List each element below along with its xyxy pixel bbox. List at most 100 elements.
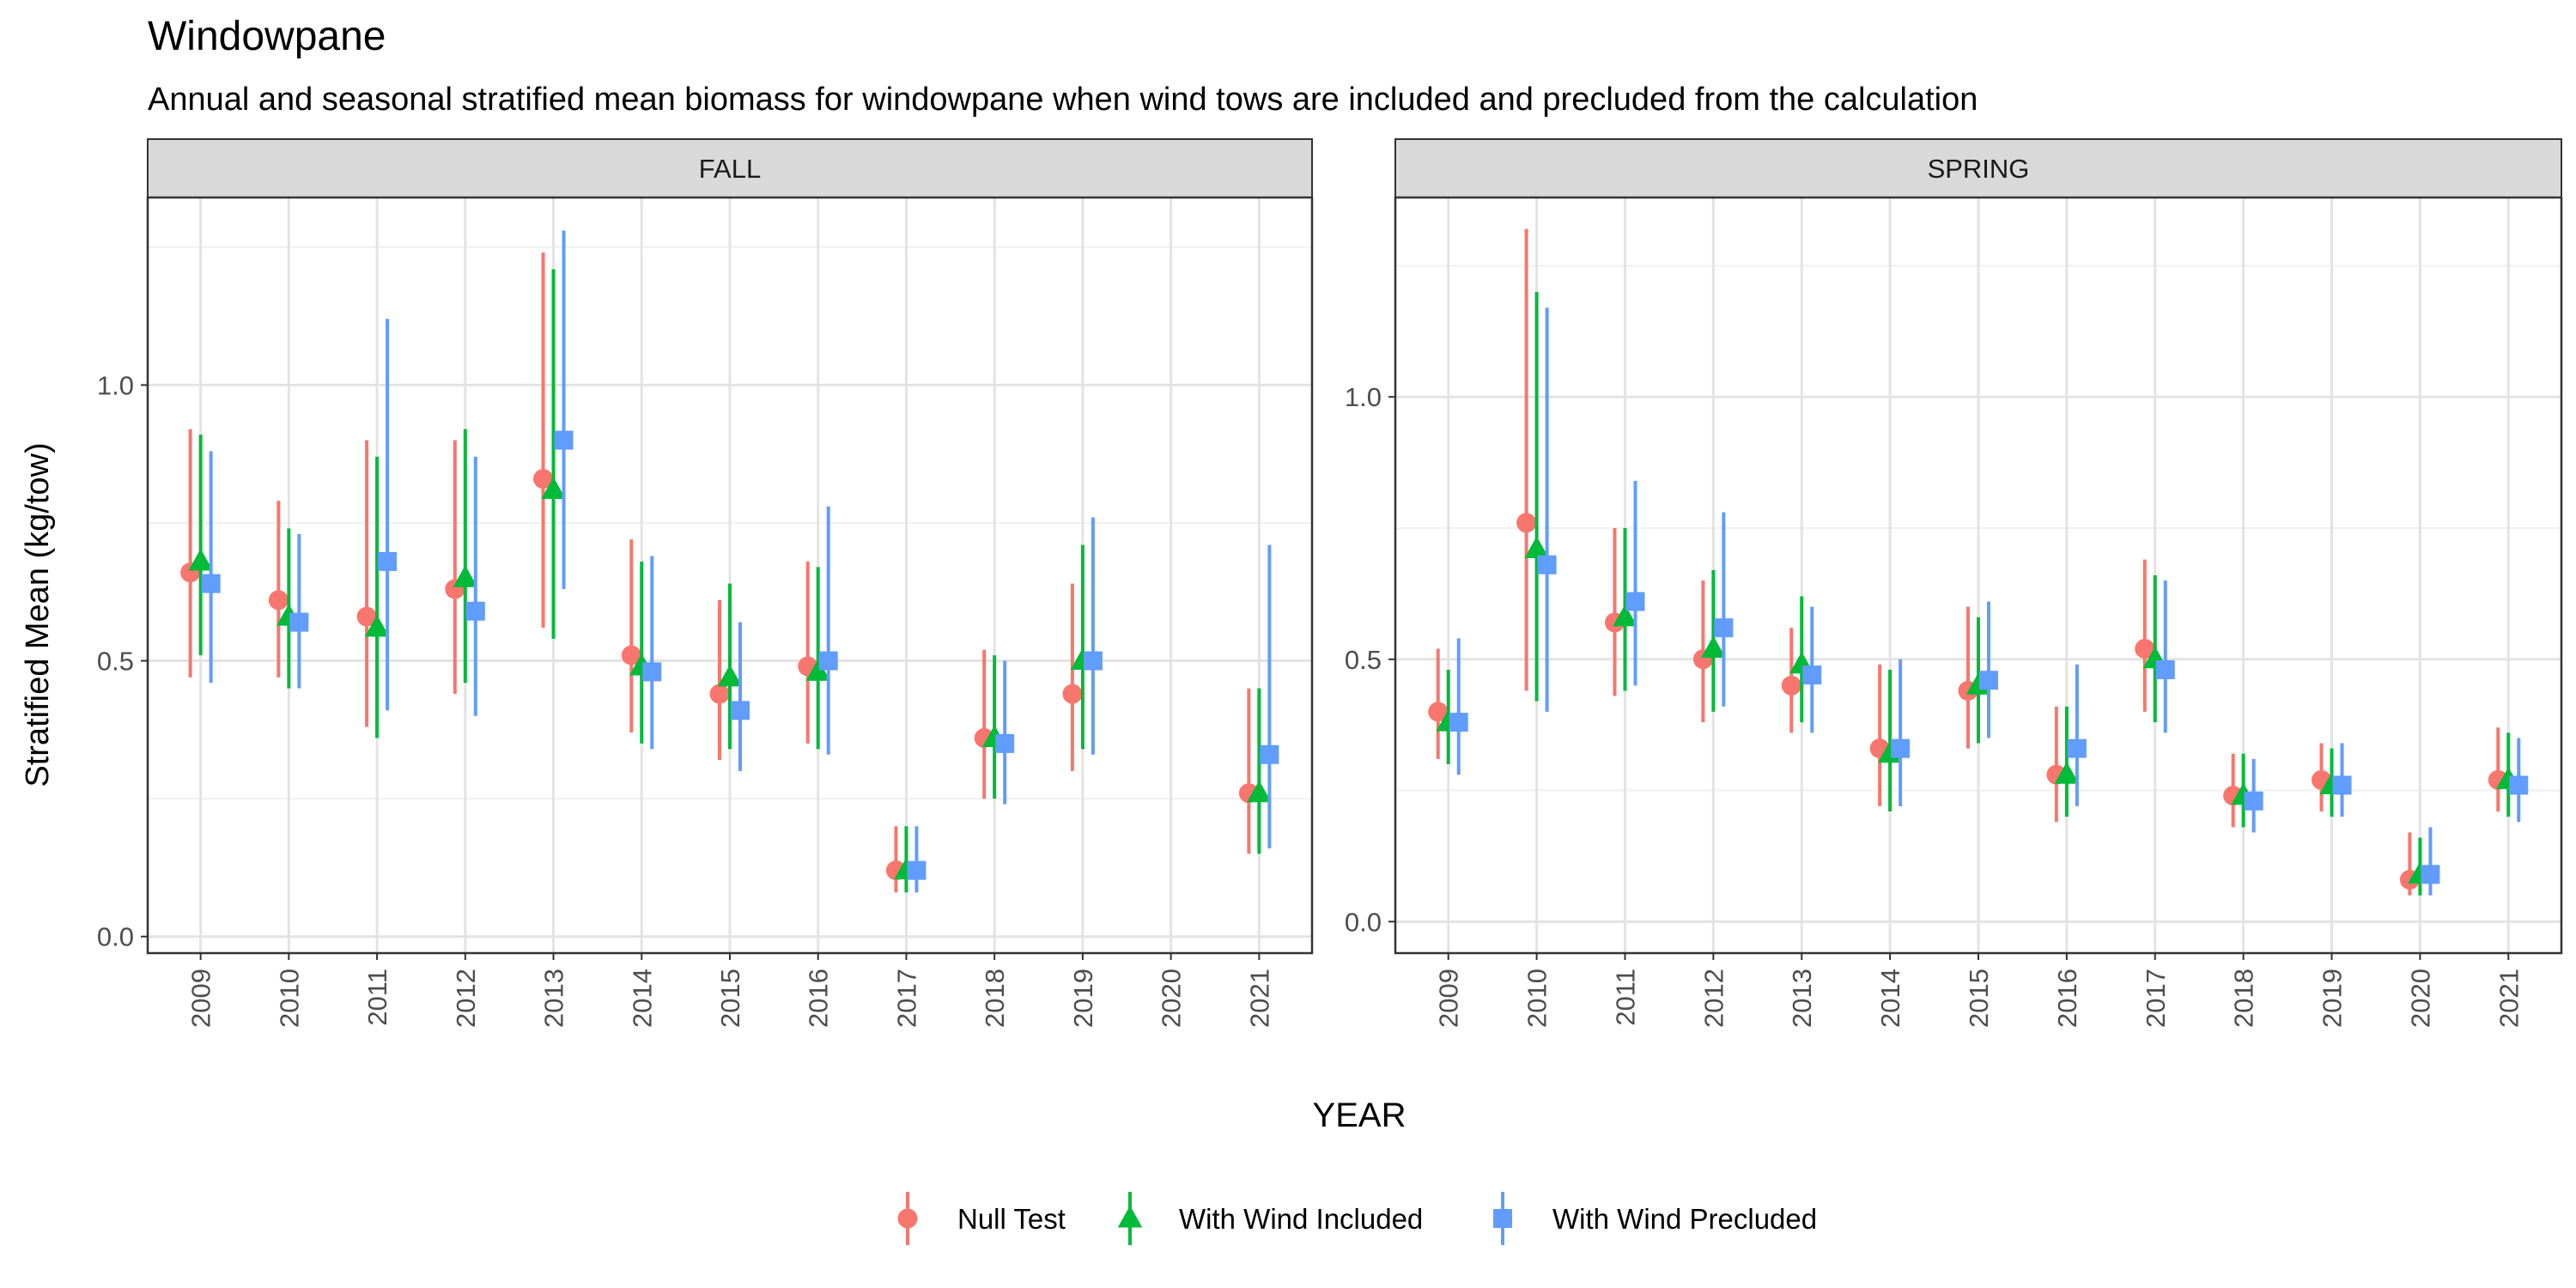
data-point xyxy=(1449,713,1468,732)
data-point xyxy=(642,662,662,682)
y-tick-label: 0.0 xyxy=(1345,907,1382,937)
data-point xyxy=(1891,738,1911,758)
data-point xyxy=(717,664,743,687)
legend-key-marker xyxy=(1117,1206,1143,1228)
data-point xyxy=(1516,513,1537,533)
x-tick-label: 2012 xyxy=(1698,969,1728,1028)
facet-strip xyxy=(1394,138,2562,198)
x-tick-label: 2019 xyxy=(1068,969,1098,1028)
data-point xyxy=(1714,618,1734,638)
x-tick-label: 2018 xyxy=(980,969,1010,1028)
data-point xyxy=(201,574,221,593)
data-point xyxy=(1701,635,1726,659)
data-point xyxy=(268,590,289,611)
y-tick-label: 0.5 xyxy=(97,647,134,677)
y-tick-label: 1.0 xyxy=(1345,382,1382,412)
legend-label: With Wind Precluded xyxy=(1552,1203,1817,1235)
panel-border xyxy=(1394,196,2563,955)
data-point xyxy=(2421,865,2440,884)
legend-key-marker xyxy=(1493,1209,1512,1228)
x-tick-label: 2011 xyxy=(362,969,392,1026)
data-point xyxy=(1802,665,1822,685)
data-point xyxy=(731,701,750,720)
x-tick-label: 2010 xyxy=(1522,969,1552,1028)
data-point xyxy=(364,615,390,637)
panel-fall: 0.0 0.5 1.0 2009 2010 2011 2012 2013 2014 2015 201… xyxy=(97,138,1314,1028)
chart-subtitle: Annual and seasonal stratified mean biom… xyxy=(148,82,1978,118)
legend-label: With Wind Included xyxy=(1179,1203,1423,1235)
x-tick-label: 2011 xyxy=(1610,969,1640,1026)
data-point xyxy=(1613,604,1637,627)
data-point xyxy=(1428,702,1449,722)
facet-strip xyxy=(147,138,1313,198)
legend-key-marker xyxy=(897,1208,918,1229)
x-tick-label: 2019 xyxy=(2318,969,2348,1028)
legend-item: Null Test xyxy=(897,1192,1066,1245)
legend-item: With Wind Included xyxy=(1117,1192,1423,1245)
series-square xyxy=(201,230,1279,893)
data-point xyxy=(541,477,566,499)
data-point xyxy=(554,430,574,450)
x-tick-label: 2017 xyxy=(2141,969,2171,1028)
data-point xyxy=(1062,683,1083,704)
x-tick-label: 2021 xyxy=(2494,969,2524,1028)
data-point xyxy=(2244,791,2263,811)
x-tick-label: 2015 xyxy=(1964,969,1994,1028)
x-tick-label: 2012 xyxy=(451,969,481,1028)
data-point xyxy=(453,565,478,587)
data-point xyxy=(2332,775,2352,795)
y-tick-label: 0.0 xyxy=(97,922,134,952)
series-circle xyxy=(180,252,1259,893)
data-point xyxy=(907,860,927,880)
data-point xyxy=(378,551,398,571)
data-point xyxy=(1260,744,1279,764)
y-tick-label: 0.5 xyxy=(1345,645,1382,675)
series-triangle xyxy=(1436,292,2521,896)
data-point xyxy=(1083,651,1103,671)
x-tick-label: 2016 xyxy=(804,969,834,1028)
data-point xyxy=(1979,671,1998,690)
x-tick-label: 2016 xyxy=(2052,969,2082,1028)
data-point xyxy=(2135,639,2155,659)
series-square xyxy=(1449,307,2529,896)
data-point xyxy=(188,548,213,571)
panels: 0.0 0.5 1.0 2009 2010 2011 2012 2013 2014 2015 201… xyxy=(97,138,2563,1028)
legend: Null Test With Wind Included With Wind Pre… xyxy=(897,1192,1817,1245)
data-point xyxy=(805,659,830,681)
x-tick-label: 2013 xyxy=(539,969,569,1028)
x-tick-label: 2021 xyxy=(1244,969,1274,1028)
panel-spring: 0.0 0.5 1.0 2009 2010 2011 2012 2013 2014 2015 201… xyxy=(1345,138,2563,1028)
x-tick-label: 2009 xyxy=(186,969,216,1028)
x-axis-label: YEAR xyxy=(1313,1097,1406,1134)
data-point xyxy=(533,469,554,489)
x-tick-label: 2017 xyxy=(891,969,921,1028)
chart-title: Windowpane xyxy=(148,14,386,59)
data-point xyxy=(356,606,377,627)
x-tick-label: 2014 xyxy=(1875,969,1905,1028)
data-point xyxy=(2509,775,2529,795)
data-point xyxy=(289,612,309,632)
facet-label: FALL xyxy=(699,154,761,184)
x-tick-label: 2010 xyxy=(274,969,304,1028)
data-point xyxy=(1247,780,1272,803)
x-tick-label: 2014 xyxy=(627,969,657,1028)
data-point xyxy=(2054,762,2080,784)
data-point xyxy=(709,683,730,704)
data-point xyxy=(2155,660,2175,679)
x-tick-label: 2013 xyxy=(1787,969,1817,1028)
x-tick-label: 2020 xyxy=(1157,969,1187,1028)
data-point xyxy=(1524,536,1549,558)
facet-label: SPRING xyxy=(1928,154,2030,184)
data-point xyxy=(2067,738,2087,758)
x-tick-label: 2015 xyxy=(715,969,745,1028)
y-axis-label: Stratified Mean (kg/tow) xyxy=(20,442,56,787)
y-tick-label: 1.0 xyxy=(97,370,134,400)
data-point xyxy=(465,601,485,621)
legend-item: With Wind Precluded xyxy=(1493,1192,1817,1245)
data-point xyxy=(1625,592,1645,611)
x-tick-label: 2020 xyxy=(2405,969,2435,1028)
x-tick-label: 2009 xyxy=(1434,969,1464,1028)
series-circle xyxy=(1428,228,2508,896)
